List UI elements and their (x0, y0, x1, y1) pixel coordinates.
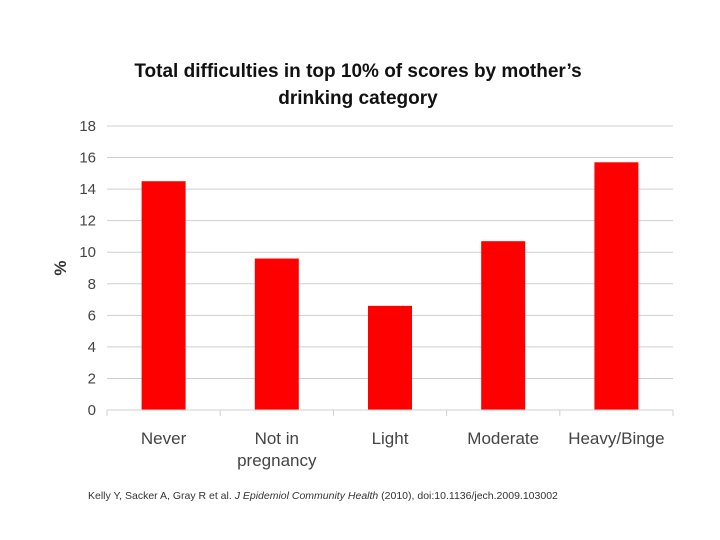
x-axis: Never Not in pregnancy Light Moderate Heavy/B… (106, 409, 674, 470)
y-tick-label: 14 (79, 181, 96, 198)
x-category-label: Never (141, 429, 187, 448)
chart-title-line: drinking category (278, 88, 438, 109)
x-category-label: Light (372, 429, 409, 448)
bar-chart: Total difficulties in top 10% of scores … (51, 61, 674, 470)
x-category-label: Heavy/Binge (568, 429, 664, 448)
bar-never (141, 181, 186, 410)
citation-details: (2010), doi:10.1136/jech.2009.103002 (381, 490, 558, 502)
y-tick-label: 6 (88, 307, 96, 324)
bar-light (368, 305, 412, 410)
chart-title: Total difficulties in top 10% of scores … (134, 61, 581, 109)
y-tick-label: 8 (88, 276, 96, 293)
x-category-label: Not in (255, 429, 299, 448)
y-tick-label: 18 (79, 118, 96, 135)
y-tick-label: 16 (79, 150, 96, 167)
chart-title-line: Total difficulties in top 10% of scores … (134, 61, 581, 82)
y-tick-label: 4 (88, 339, 96, 356)
y-tick-label: 10 (79, 244, 96, 261)
y-axis: 0 2 4 6 8 10 12 14 16 18 (79, 118, 96, 419)
bars (141, 162, 639, 410)
y-axis-label: % (51, 260, 70, 275)
bar-not-in-pregnancy (254, 258, 299, 410)
citation: Kelly Y, Sacker A, Gray R et al. J Epide… (88, 490, 558, 502)
bar-heavy-binge (594, 162, 639, 410)
x-category-label: pregnancy (237, 451, 317, 470)
y-tick-label: 2 (88, 370, 96, 387)
y-tick-label: 12 (79, 213, 96, 230)
gridlines (107, 125, 673, 379)
bar-moderate (481, 241, 526, 410)
citation-authors: Kelly Y, Sacker A, Gray R et al. (88, 490, 232, 502)
y-tick-label: 0 (88, 402, 96, 419)
x-category-label: Moderate (467, 429, 539, 448)
citation-journal: J Epidemiol Community Health (234, 490, 379, 502)
